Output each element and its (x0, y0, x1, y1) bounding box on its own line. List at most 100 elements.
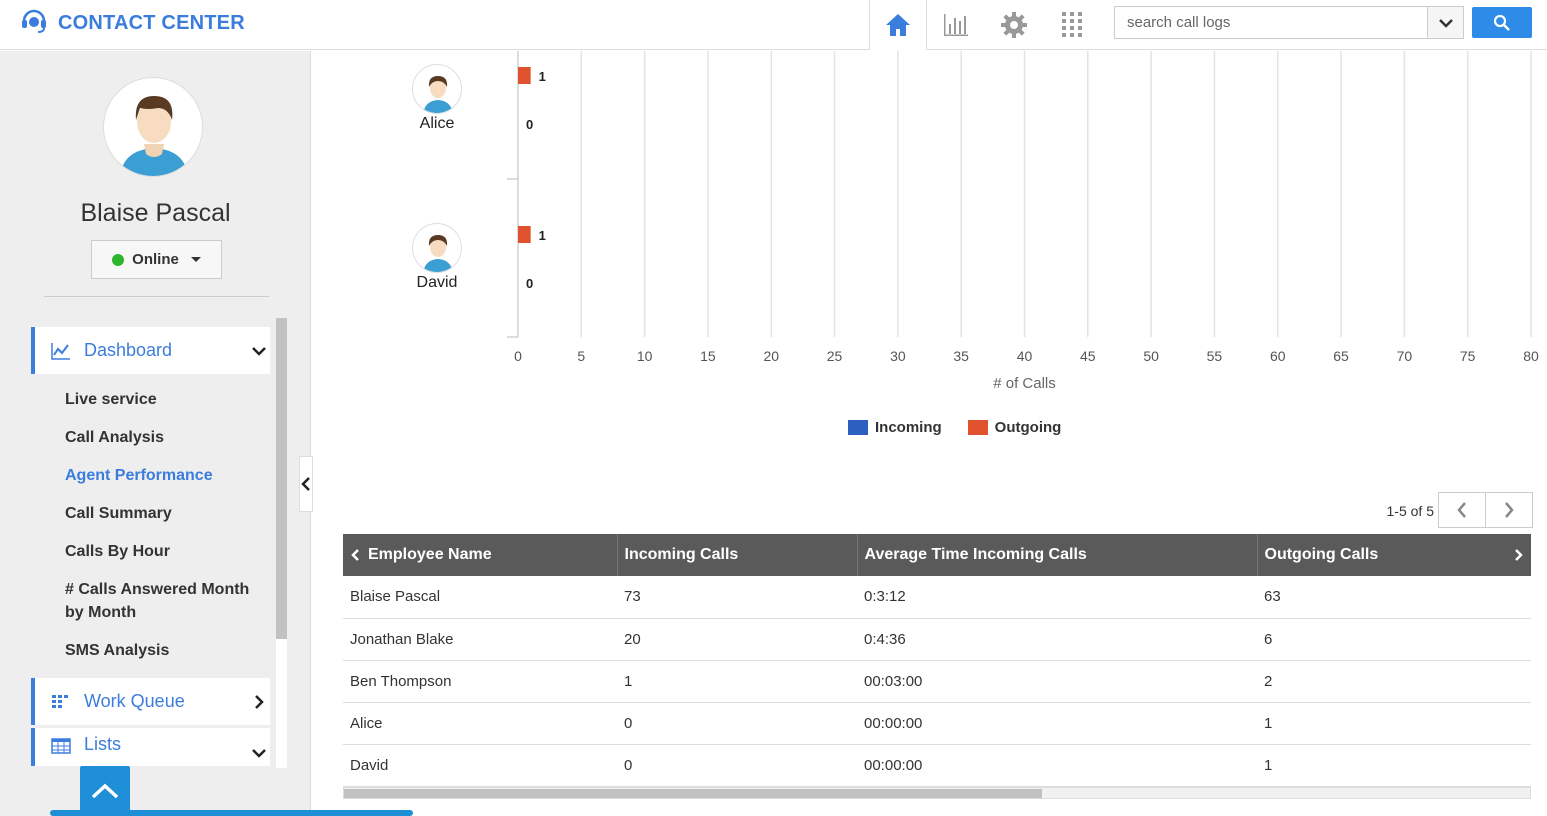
x-tick-label: 25 (827, 348, 843, 364)
status-label: Online (132, 251, 179, 268)
cell-outgoing-calls: 1 (1257, 702, 1531, 745)
scroll-right-icon[interactable] (1514, 548, 1524, 562)
cell-employee-name: Blaise Pascal (343, 576, 617, 619)
column-header-incoming-calls[interactable]: Incoming Calls (617, 534, 858, 576)
scroll-left-icon[interactable] (350, 548, 360, 562)
chart-legend: Incoming Outgoing (848, 419, 1061, 436)
x-tick-label: 60 (1270, 348, 1286, 364)
scroll-to-top-button[interactable] (80, 766, 130, 816)
column-header-employee-name[interactable]: Employee Name (343, 534, 618, 576)
sidebar-section-label: Work Queue (84, 691, 185, 711)
pager-next-button[interactable] (1485, 493, 1532, 527)
agent-performance-table: Employee Name Incoming Calls Average Tim… (343, 534, 1531, 787)
grid-list-icon (51, 694, 71, 710)
chevron-right-icon (1505, 502, 1514, 518)
search-input[interactable] (1115, 7, 1427, 38)
sidebar-item-agent-performance[interactable]: Agent Performance (65, 467, 213, 484)
table-row[interactable]: Jonathan Blake 20 0:4:36 6 (343, 618, 1531, 661)
sidebar-item-live-service[interactable]: Live service (65, 391, 157, 408)
cell-incoming-calls: 0 (617, 702, 857, 745)
sidebar-item-sms-analysis[interactable]: SMS Analysis (65, 642, 170, 659)
search-icon (1493, 14, 1510, 31)
cell-average-time: 00:03:00 (857, 660, 1257, 703)
bar-outgoing (518, 67, 531, 84)
headset-logo-icon (20, 8, 50, 39)
search-button[interactable] (1472, 7, 1532, 38)
cell-employee-name: Jonathan Blake (343, 618, 617, 661)
legend-item-incoming[interactable]: Incoming (848, 419, 942, 436)
user-name: Blaise Pascal (80, 199, 231, 227)
x-tick-label: 75 (1460, 348, 1476, 364)
table-row[interactable]: Blaise Pascal 73 0:3:12 63 (343, 576, 1531, 619)
cell-employee-name: Alice (343, 702, 617, 745)
x-tick-label: 50 (1143, 348, 1159, 364)
cell-incoming-calls: 20 (617, 618, 857, 661)
sidebar-item-calls-by-hour[interactable]: Calls By Hour (65, 543, 170, 560)
chevron-up-icon (91, 783, 119, 799)
pager-prev-button[interactable] (1439, 493, 1485, 527)
column-header-average-time[interactable]: Average Time Incoming Calls (857, 534, 1258, 576)
x-tick-label: 80 (1523, 348, 1539, 364)
x-tick-label: 30 (890, 348, 906, 364)
sidebar-item-calls-answered-month[interactable]: # Calls Answered Month by Month (65, 581, 250, 621)
table-row[interactable]: Alice 0 00:00:00 1 (343, 702, 1531, 745)
brand[interactable]: CONTACT CENTER (20, 8, 245, 39)
legend-swatch (967, 420, 988, 435)
cell-outgoing-calls: 63 (1257, 576, 1531, 619)
top-nav (869, 0, 1101, 50)
table-scrollbar-thumb[interactable] (344, 789, 1042, 798)
table-header-row: Employee Name Incoming Calls Average Tim… (343, 534, 1531, 576)
table-horizontal-scrollbar[interactable] (343, 787, 1531, 799)
cell-incoming-calls: 0 (617, 744, 857, 787)
sidebar-section-dashboard[interactable]: Dashboard (31, 327, 270, 374)
bottom-progress-bar (50, 810, 413, 816)
cell-average-time: 00:00:00 (857, 702, 1257, 745)
sidebar-section-lists[interactable]: Lists (31, 728, 270, 766)
chevron-down-icon (1438, 18, 1453, 28)
apps-grid-icon[interactable] (1043, 0, 1101, 50)
column-header-outgoing-calls[interactable]: Outgoing Calls (1257, 534, 1531, 576)
x-tick-label: 0 (514, 348, 522, 364)
agent-avatar (412, 223, 462, 273)
agent-avatar (412, 64, 462, 114)
x-tick-label: 55 (1207, 348, 1223, 364)
chevron-left-icon (301, 477, 310, 491)
bar-value-label: 1 (539, 228, 546, 243)
x-tick-label: 20 (763, 348, 779, 364)
x-tick-label: 5 (577, 348, 585, 364)
chevron-left-icon (1457, 502, 1466, 518)
table-row[interactable]: Ben Thompson 1 00:03:00 2 (343, 660, 1531, 703)
sidebar-scrollbar[interactable] (276, 318, 287, 768)
x-tick-label: 10 (637, 348, 653, 364)
table-icon (51, 738, 71, 754)
x-tick-label: 15 (700, 348, 716, 364)
x-tick-label: 65 (1333, 348, 1349, 364)
status-dropdown[interactable]: Online (91, 240, 222, 279)
bar-chart-icon[interactable] (927, 0, 985, 50)
bar-value-label: 1 (539, 69, 546, 84)
legend-item-outgoing[interactable]: Outgoing (967, 419, 1061, 436)
brand-title: CONTACT CENTER (58, 12, 245, 34)
cell-average-time: 0:4:36 (857, 618, 1257, 661)
sidebar-collapse-toggle[interactable] (299, 456, 313, 512)
table-row[interactable]: David 0 00:00:00 1 (343, 744, 1531, 787)
x-axis-title: # of Calls (993, 375, 1056, 391)
sidebar-divider (44, 296, 269, 297)
bar-value-label: 0 (526, 117, 533, 132)
sidebar-scrollbar-thumb[interactable] (276, 318, 287, 639)
cell-outgoing-calls: 2 (1257, 660, 1531, 703)
sidebar-item-call-summary[interactable]: Call Summary (65, 505, 172, 522)
search-filter-dropdown[interactable] (1427, 7, 1463, 38)
sidebar-section-work-queue[interactable]: Work Queue (31, 678, 270, 725)
x-tick-label: 45 (1080, 348, 1096, 364)
search-box (1114, 6, 1464, 39)
gear-icon[interactable] (985, 0, 1043, 50)
user-avatar[interactable] (103, 77, 203, 177)
column-header-label: Average Time Incoming Calls (864, 546, 1087, 563)
cell-outgoing-calls: 6 (1257, 618, 1531, 661)
sidebar-item-call-analysis[interactable]: Call Analysis (65, 429, 165, 446)
x-tick-label: 40 (1017, 348, 1033, 364)
cell-employee-name: Ben Thompson (343, 660, 617, 703)
sidebar: Blaise Pascal Online Dashboard Live serv… (0, 51, 311, 816)
home-icon[interactable] (869, 0, 927, 50)
